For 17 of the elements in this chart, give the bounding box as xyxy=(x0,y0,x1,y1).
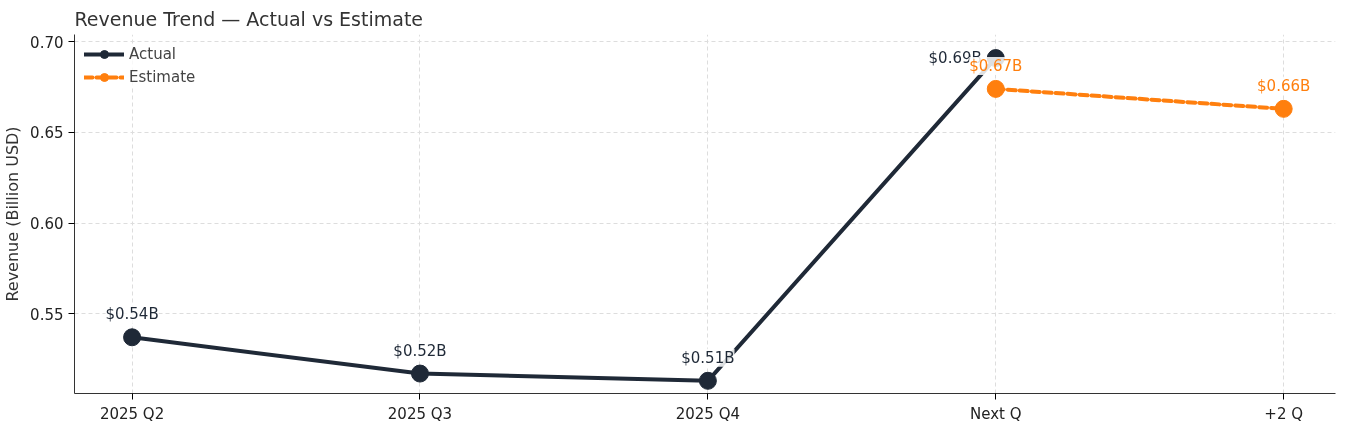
data-label: $0.51B xyxy=(681,348,735,367)
y-tick-label: 0.65 xyxy=(30,124,64,143)
x-tick-label: 2025 Q4 xyxy=(675,404,741,423)
y-tick-label: 0.55 xyxy=(30,305,64,324)
data-label: $0.54B xyxy=(105,305,159,324)
y-tick-label: 0.60 xyxy=(30,215,64,234)
legend-label: Estimate xyxy=(129,68,196,86)
legend-label: Actual xyxy=(129,45,176,63)
x-tick-label: 2025 Q3 xyxy=(387,404,453,423)
x-tick-label: 2025 Q2 xyxy=(99,404,165,423)
data-label: $0.52B xyxy=(393,341,447,360)
y-axis-title: Revenue (Billion USD) xyxy=(3,126,23,302)
y-tick-label: 0.70 xyxy=(30,33,64,52)
data-label: $0.66B xyxy=(1257,76,1311,95)
x-tick-label: Next Q xyxy=(970,404,1022,423)
x-tick-label: +2 Q xyxy=(1264,404,1304,423)
chart-title: Revenue Trend — Actual vs Estimate xyxy=(74,7,424,30)
